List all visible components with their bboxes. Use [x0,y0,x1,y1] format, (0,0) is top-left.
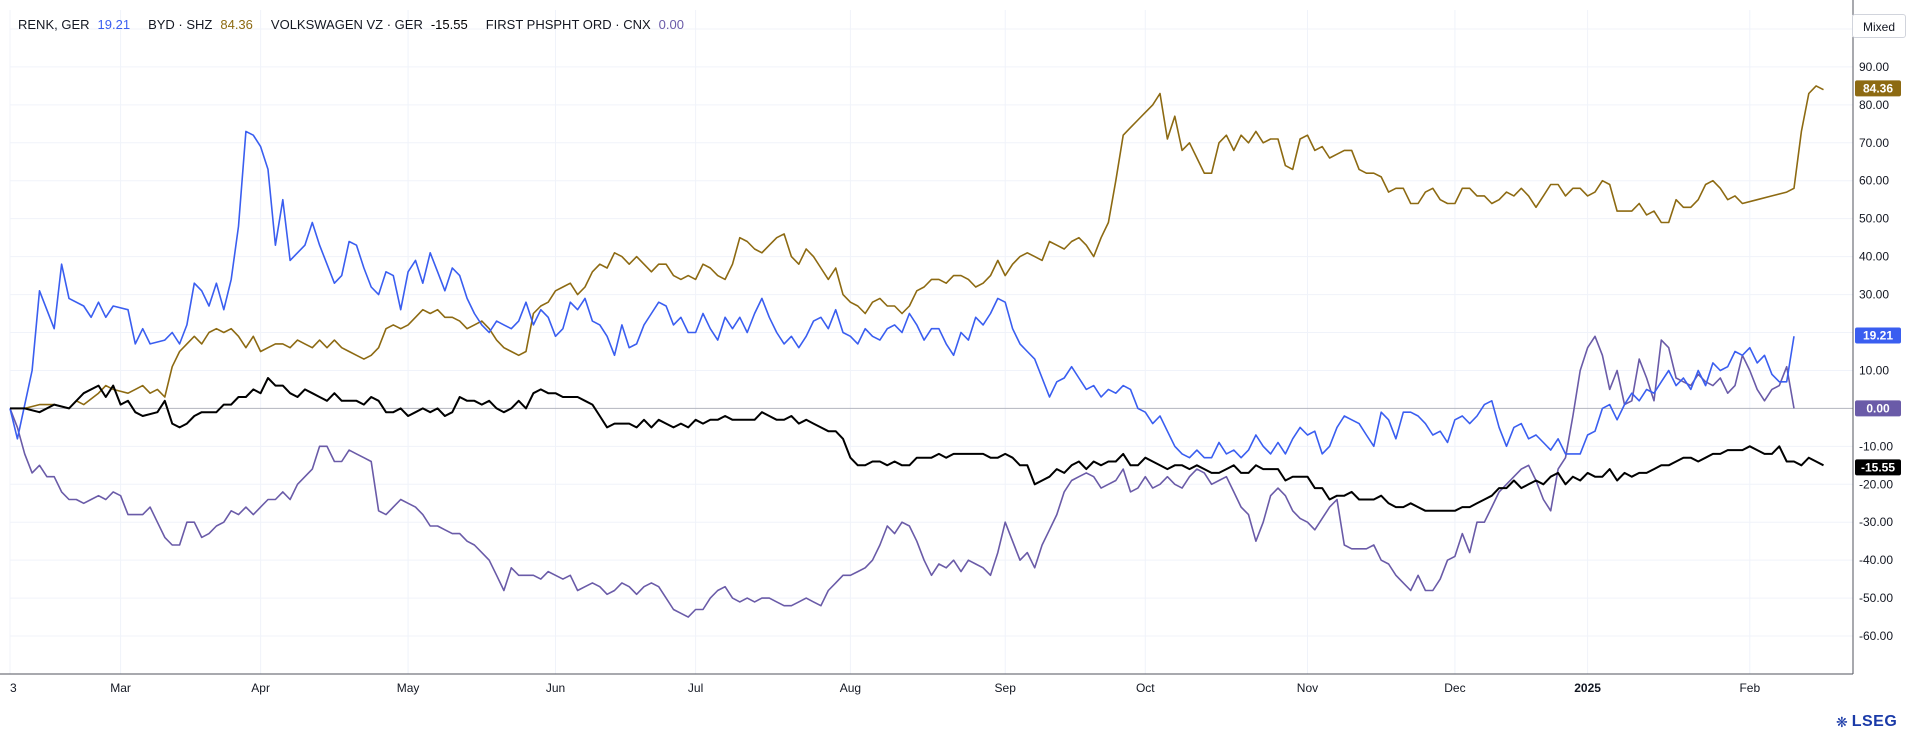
scale-mode-button[interactable]: Mixed [1852,14,1906,38]
x-tick-label: 2025 [1574,681,1601,695]
last-value-badge [1855,400,1901,417]
legend-series-value: -15.55 [431,17,468,32]
legend-series-value: 84.36 [220,17,253,32]
grid-layer [9,10,1853,674]
x-tick-label: Dec [1444,681,1465,695]
x-tick-label: Jul [688,681,703,695]
legend: RENK, GER 19.21 BYD · SHZ 84.36 VOLKSWAGEN V… [18,17,684,32]
y-tick-label: 40.00 [1859,250,1889,264]
last-value-text: -15.55 [1861,460,1895,474]
series-line [10,85,1824,410]
x-tick-label: Nov [1297,681,1318,695]
y-tick-label: 60.00 [1859,174,1889,188]
last-value-badges: 19.21 84.36 -15.55 0.00 [1855,80,1901,476]
y-tick-label: -50.00 [1859,591,1893,605]
y-tick-label: 70.00 [1859,136,1889,150]
series-line [9,130,1795,459]
y-tick-label: -20.00 [1859,477,1893,491]
x-tick-label: May [397,681,420,695]
x-tick-label: Oct [1136,681,1155,695]
last-value-text: 0.00 [1866,401,1890,415]
y-tick-label: 30.00 [1859,288,1889,302]
series-line [10,377,1824,512]
last-value-text: 19.21 [1863,329,1893,343]
x-tick-label: Apr [251,681,270,695]
legend-series-name: BYD · SHZ [148,17,212,32]
legend-series-value: 19.21 [98,17,131,32]
y-tick-label: 50.00 [1859,212,1889,226]
last-value-badge [1855,327,1901,344]
last-value-text: 84.36 [1863,81,1893,95]
x-tick-label: Feb [1739,681,1760,695]
x-axis-ticks: 3 Mar Apr May Jun Jul Aug Sep Oct Nov Dec 2025 Feb [10,681,1760,695]
x-tick-label: 3 [10,681,17,695]
x-tick-label: Jun [546,681,565,695]
x-tick-label: Mar [110,681,131,695]
y-tick-label: 80.00 [1859,98,1889,112]
y-tick-label: -30.00 [1859,515,1893,529]
legend-series-name: RENK, GER [18,17,90,32]
series-layer [9,85,1824,618]
y-tick-label: -60.00 [1859,629,1893,643]
series-line [9,335,1795,618]
last-value-badge [1855,459,1901,476]
legend-series-name: FIRST PHSPHT ORD · CNX [486,17,651,32]
brand-logo: ❋ LSEG [1836,712,1897,732]
y-tick-label: -10.00 [1859,439,1893,453]
y-tick-label: 10.00 [1859,363,1889,377]
globe-icon: ❋ [1836,714,1848,730]
logo-text: LSEG [1851,713,1898,730]
x-tick-label: Sep [995,681,1017,695]
y-tick-label: -40.00 [1859,553,1893,567]
legend-series-value: 0.00 [659,17,684,32]
y-tick-label: 90.00 [1859,60,1889,74]
last-value-badge [1855,80,1901,97]
x-tick-label: Aug [840,681,861,695]
legend-series-name: VOLKSWAGEN VZ · GER [271,17,423,32]
